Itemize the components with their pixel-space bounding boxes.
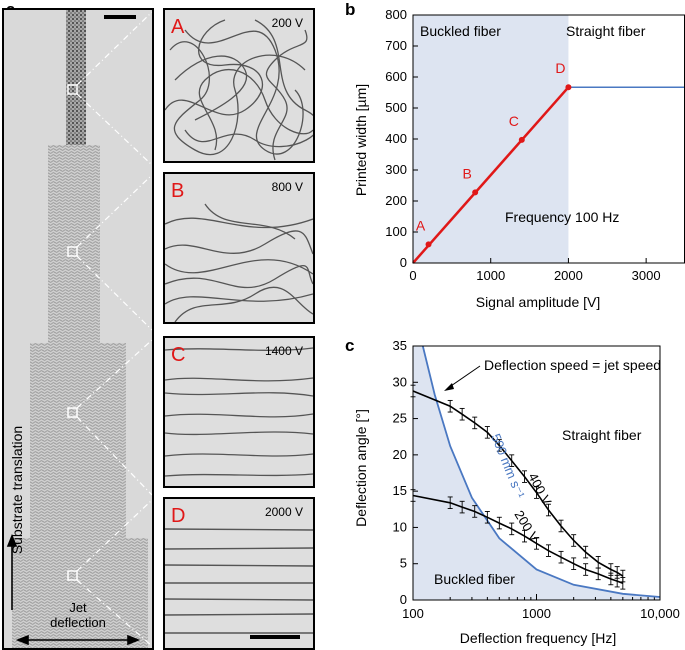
chart-c: 100 1000 10,000 0 5 10 15 20 25 30 35 Deflection s… bbox=[353, 338, 680, 646]
sample-box-b bbox=[67, 246, 78, 257]
data-point-c bbox=[518, 136, 525, 143]
buckled-fiber-label-c: Buckled fiber bbox=[434, 571, 515, 587]
y-tick-label-c: 20 bbox=[393, 447, 407, 462]
y-tick-label-c: 0 bbox=[400, 592, 407, 607]
y-tick-label-b: 400 bbox=[385, 131, 407, 146]
inset-a-fibers bbox=[165, 19, 313, 161]
y-tick-label-b: 100 bbox=[385, 224, 407, 239]
sample-box-a bbox=[67, 84, 78, 95]
chart-c-xlabel: Deflection frequency [Hz] bbox=[460, 630, 616, 646]
y-tick-label-b: 700 bbox=[385, 38, 407, 53]
y-tick-label-c: 15 bbox=[393, 483, 407, 498]
inset-scale-bar bbox=[250, 635, 300, 639]
x-tick-label-c: 10,000 bbox=[640, 606, 680, 621]
chart-b: 0 1000 2000 3000 0 100 200 300 400 500 600 700 800 A… bbox=[353, 7, 685, 310]
annotation-arrow bbox=[447, 365, 481, 389]
curve-label: 500 mm s⁻¹ bbox=[488, 432, 528, 502]
sample-box-c bbox=[67, 407, 78, 418]
y-tick-label-b: 600 bbox=[385, 69, 407, 84]
deflection-speed-annotation: Deflection speed = jet speed bbox=[484, 357, 661, 373]
fiber-segment-1400v bbox=[30, 343, 126, 538]
data-point-d bbox=[565, 84, 572, 91]
y-tick-label-b: 500 bbox=[385, 100, 407, 115]
y-tick-label-c: 25 bbox=[393, 411, 407, 426]
annotation-arrowhead bbox=[444, 383, 454, 391]
jet-deflection-label: Jet deflection bbox=[28, 600, 128, 630]
micrograph-strip: Substrate translation Jet deflection bbox=[2, 8, 154, 650]
inset-b-fibers bbox=[165, 203, 313, 322]
y-tick-label-b: 800 bbox=[385, 7, 407, 22]
inset-b-voltage: 800 V bbox=[271, 180, 303, 194]
panel-letter-c: c bbox=[345, 336, 355, 355]
point-label-a: A bbox=[416, 217, 426, 233]
x-tick-label-c: 100 bbox=[402, 606, 424, 621]
y-tick-label-c: 5 bbox=[400, 556, 407, 571]
chart-c-frame bbox=[412, 345, 661, 601]
arrow-graphics bbox=[6, 533, 141, 646]
inset-c-letter: C bbox=[171, 344, 186, 366]
y-tick-label-c: 10 bbox=[393, 519, 407, 534]
fiber-segment-2000v bbox=[12, 538, 148, 648]
frequency-annotation: Frequency 100 Hz bbox=[505, 209, 619, 225]
inset-a-voltage: 200 V bbox=[271, 16, 303, 30]
inset-c: C 1400 V bbox=[163, 336, 315, 488]
x-tick-label-b: 3000 bbox=[632, 268, 661, 283]
inset-b-letter: B bbox=[171, 180, 185, 202]
panel-letter-b: b bbox=[345, 0, 356, 19]
fiber-segment-200v bbox=[66, 10, 86, 145]
jet-speed-curve bbox=[421, 345, 661, 598]
straight-fiber-label: Straight fiber bbox=[566, 23, 646, 39]
y-tick-label-b: 300 bbox=[385, 162, 407, 177]
y-tick-label-b: 0 bbox=[400, 255, 407, 270]
buckled-region-shade bbox=[413, 15, 569, 263]
connector-lines bbox=[76, 11, 152, 647]
x-tick-label-b: 0 bbox=[409, 268, 416, 283]
micrograph-strip-graphic bbox=[6, 10, 152, 648]
data-point-b bbox=[472, 189, 479, 196]
inset-d-fibers bbox=[165, 528, 313, 639]
x-tick-label-b: 1000 bbox=[476, 268, 505, 283]
x-tick-label-c: 1000 bbox=[522, 606, 551, 621]
straight-fiber-label-c: Straight fiber bbox=[562, 427, 642, 443]
point-label-b: B bbox=[462, 165, 471, 181]
x-tick-label-b: 2000 bbox=[554, 268, 583, 283]
fit-line bbox=[412, 86, 570, 264]
inset-c-fibers bbox=[165, 347, 313, 477]
sample-box-d bbox=[67, 570, 78, 581]
data-point-a bbox=[425, 241, 432, 248]
inset-d-letter: D bbox=[171, 505, 186, 527]
inset-d-voltage: 2000 V bbox=[264, 505, 303, 519]
chart-c-ylabel: Deflection angle [°] bbox=[353, 409, 369, 527]
fiber-segment-800v bbox=[48, 145, 100, 343]
series-label-400v: 400 V bbox=[525, 470, 554, 507]
y-tick-label-c: 35 bbox=[393, 338, 407, 353]
series-label-200v: 200 V bbox=[511, 508, 542, 545]
chart-b-xlabel: Signal amplitude [V] bbox=[476, 294, 601, 310]
inset-a-letter: A bbox=[171, 16, 185, 38]
jet-deflection-label-line2: deflection bbox=[50, 615, 106, 630]
inset-b: B 800 V bbox=[163, 172, 315, 324]
point-label-c: C bbox=[509, 113, 519, 129]
buckled-fiber-label: Buckled fiber bbox=[420, 23, 501, 39]
inset-d: D 2000 V bbox=[163, 497, 315, 650]
scale-bar bbox=[104, 15, 136, 19]
chart-b-ylabel: Printed width [µm] bbox=[353, 84, 369, 196]
substrate-translation-label: Substrate translation bbox=[9, 425, 25, 555]
inset-a: A 200 V bbox=[163, 8, 315, 163]
y-tick-label-c: 30 bbox=[393, 374, 407, 389]
jet-deflection-label-line1: Jet bbox=[69, 600, 87, 615]
inset-c-voltage: 1400 V bbox=[264, 344, 303, 358]
point-label-d: D bbox=[555, 60, 565, 76]
buckled-region-shade-c bbox=[413, 346, 660, 600]
y-tick-label-b: 200 bbox=[385, 193, 407, 208]
